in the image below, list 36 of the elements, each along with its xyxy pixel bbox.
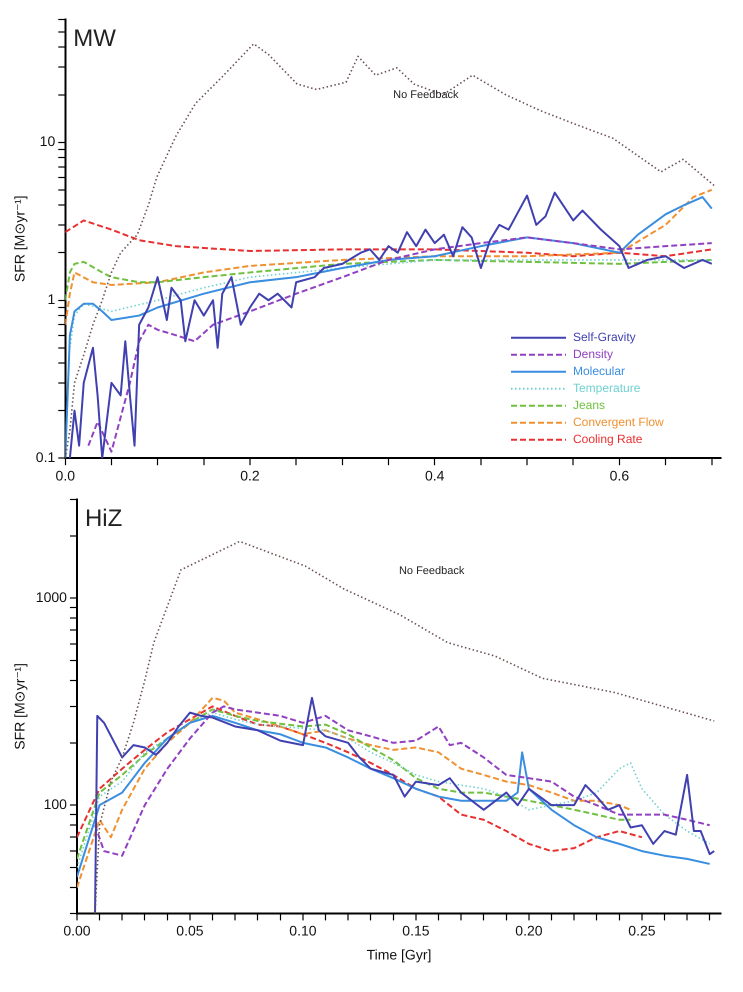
y-tick-label: 1 <box>47 291 56 308</box>
x-tick-label: 0.0 <box>56 467 76 484</box>
line-series <box>65 188 713 326</box>
x-tick-label: 0.05 <box>176 922 204 939</box>
legend-label: Convergent Flow <box>573 415 664 430</box>
y-axis-title: SFR [M⊙yr⁻¹] <box>11 663 28 750</box>
line-series <box>65 219 713 258</box>
x-axis-title: Time [Gyr] <box>366 946 432 962</box>
x-tick-label: 0.6 <box>610 467 630 484</box>
legend-label: Self-Gravity <box>573 330 636 344</box>
y-axis-title: SFR [M⊙yr⁻¹] <box>11 195 28 282</box>
legend-label: Temperature <box>573 381 641 396</box>
line-series <box>87 236 713 453</box>
x-tick-label: 0.00 <box>63 922 91 939</box>
y-tick-label: 1000 <box>36 589 68 606</box>
x-tick-label: 0.25 <box>628 922 656 939</box>
annotation: HiZ <box>84 505 122 532</box>
x-tick-label: 0.2 <box>240 467 260 484</box>
legend-label: Jeans <box>573 398 606 412</box>
annotation: No Feedback <box>398 565 465 578</box>
y-tick-label: 100 <box>44 796 68 812</box>
annotation: No Feedback <box>393 89 460 102</box>
legend-label: Cooling Rate <box>573 432 643 446</box>
y-tick-label: 10 <box>40 133 56 150</box>
legend-label: Density <box>573 347 614 362</box>
y-tick-label: 0.1 <box>36 449 56 466</box>
legend-label: Molecular <box>573 364 626 378</box>
annotation: MW <box>73 25 116 52</box>
line-series <box>65 258 713 302</box>
x-tick-label: 0.4 <box>424 467 445 484</box>
x-tick-label: 0.20 <box>515 922 543 939</box>
line-series <box>69 259 713 349</box>
x-tick-label: 0.10 <box>289 922 317 939</box>
x-tick-label: 0.15 <box>402 922 430 939</box>
line-series <box>76 696 632 889</box>
line-series <box>94 540 716 914</box>
